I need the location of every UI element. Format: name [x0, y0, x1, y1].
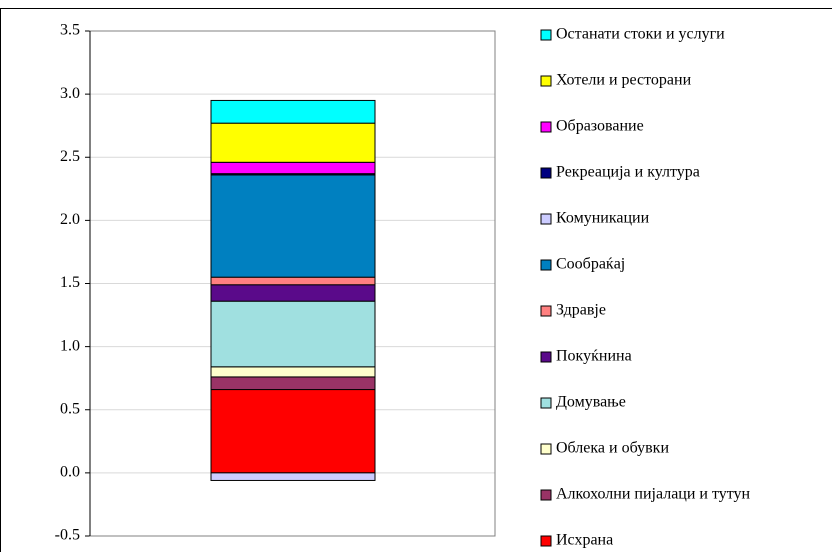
y-tick-label: 0.0: [60, 464, 80, 481]
legend-label: Здравје: [556, 302, 606, 319]
bar-segment: [210, 122, 376, 163]
y-tick-label: 1.0: [60, 337, 80, 354]
legend-swatch: [540, 259, 552, 271]
bar-segment: [210, 174, 376, 278]
bar-segment: [210, 161, 376, 175]
legend-label: Рекреација и култура: [556, 164, 700, 181]
y-tick-label: 3.0: [60, 85, 80, 102]
legend-swatch: [540, 213, 552, 225]
legend-swatch: [540, 351, 552, 363]
legend-label: Исхрана: [556, 532, 613, 549]
y-tick-label: 2.5: [60, 148, 80, 165]
y-tick-label: 3.5: [60, 22, 80, 39]
bar-segment: [210, 300, 376, 368]
legend-swatch: [540, 397, 552, 409]
legend-label: Хотели и ресторани: [556, 72, 692, 89]
legend-label: Сообраќај: [556, 256, 625, 273]
legend-label: Останати стоки и услуги: [556, 26, 725, 43]
legend-swatch: [540, 167, 552, 179]
chart-frame: [0, 8, 832, 552]
bar-segment: [210, 389, 376, 474]
legend-swatch: [540, 443, 552, 455]
legend-label: Домување: [556, 394, 626, 411]
legend-swatch: [540, 121, 552, 133]
bar-segment: [210, 99, 376, 124]
y-tick-label: 1.5: [60, 274, 80, 291]
bar-segment: [210, 472, 376, 481]
legend-swatch: [540, 489, 552, 501]
bar-segment: [210, 366, 376, 378]
y-tick-label: -0.5: [55, 527, 80, 544]
legend-swatch: [540, 535, 552, 547]
legend-label: Алкохолни пијалаци и тутун: [556, 486, 751, 503]
bar-segment: [210, 376, 376, 391]
legend-label: Покуќнина: [556, 348, 632, 365]
y-tick-label: 0.5: [60, 400, 80, 417]
legend-label: Комуникации: [556, 210, 650, 227]
bar-segment: [210, 284, 376, 302]
legend-label: Облека и обувки: [556, 440, 669, 457]
y-tick-label: 2.0: [60, 211, 80, 228]
legend-label: Образование: [556, 118, 644, 135]
bar-segment: [210, 276, 376, 286]
legend-swatch: [540, 75, 552, 87]
legend-swatch: [540, 305, 552, 317]
legend-swatch: [540, 29, 552, 41]
